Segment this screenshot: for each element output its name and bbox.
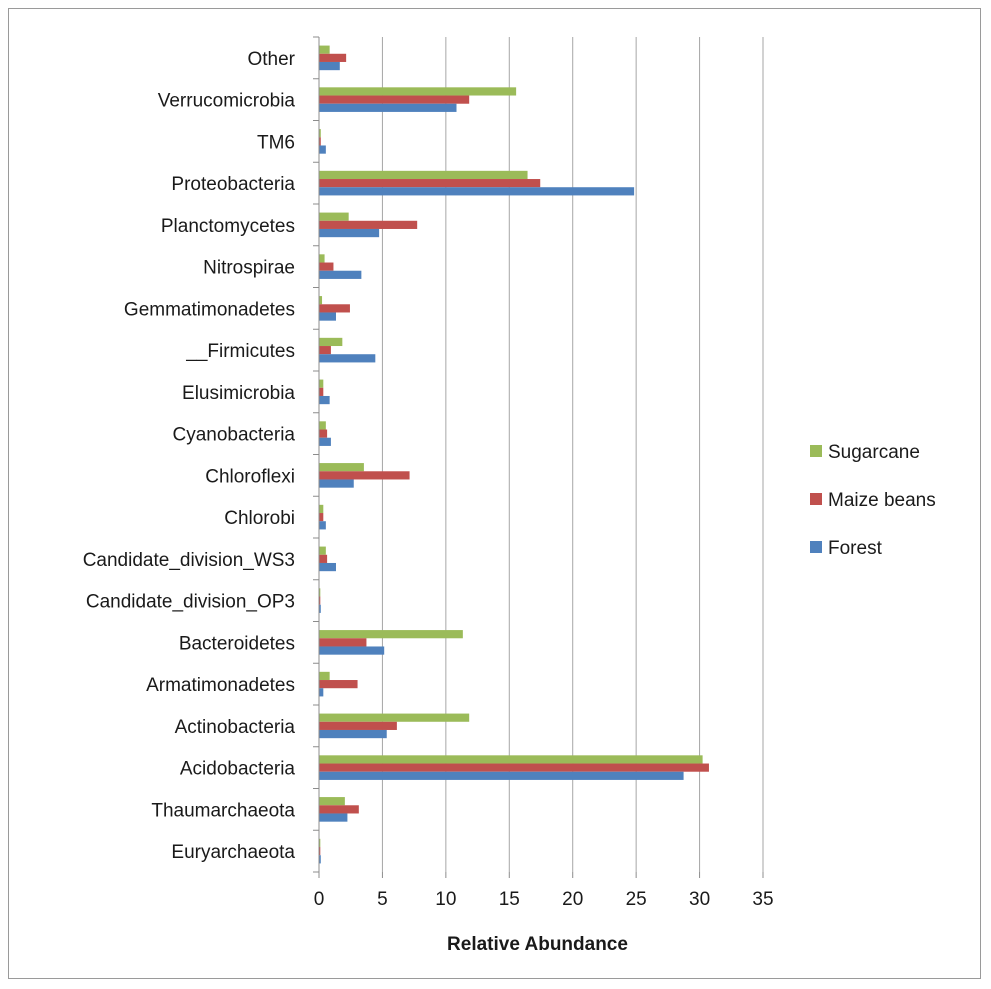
category-label: Cyanobacteria [172,425,295,446]
bar-forest [319,437,331,446]
bar-sugarcane [319,296,323,305]
legend-label: Sugarcane [828,442,920,463]
category-label: Gemmatimonadetes [124,299,295,320]
bar-forest [319,103,457,112]
bar-maize-beans [319,805,359,814]
bar-maize-beans [319,137,321,146]
category-label: Planctomycetes [161,216,295,237]
bar-sugarcane [319,129,321,138]
x-tick-label: 25 [626,889,647,910]
bar-maize-beans [319,220,418,229]
bar-maize-beans [319,429,328,438]
bar-maize-beans [319,387,324,396]
category-label: TM6 [257,132,295,153]
bar-sugarcane [319,546,326,555]
bar-forest [319,646,385,655]
category-label: Bacteroidetes [179,633,295,654]
category-label: Euryarchaeota [171,842,295,863]
bar-maize-beans [319,596,321,605]
category-label: Chlorobi [224,508,295,529]
bar-sugarcane [319,504,324,514]
category-label: Actinobacteria [175,717,296,738]
bar-maize-beans [319,179,541,188]
bar-forest [319,562,336,572]
bar-forest [319,228,380,238]
bar-sugarcane [319,212,349,221]
bar-forest [319,604,321,613]
bar-maize-beans [319,554,328,563]
bar-sugarcane [319,421,326,430]
x-tick-label: 20 [562,889,583,910]
bar-maize-beans [319,638,367,647]
bar-sugarcane [319,463,364,472]
x-tick-label: 35 [752,889,773,910]
bar-sugarcane [319,755,703,764]
bar-sugarcane [319,337,343,347]
bar-forest [319,61,340,71]
x-axis-title: Relative Abundance [447,934,628,955]
category-label: Candidate_division_WS3 [83,550,295,571]
bar-maize-beans [319,721,397,730]
bar-sugarcane [319,713,470,722]
bar-sugarcane [319,588,321,597]
x-tick-label: 30 [689,889,710,910]
x-tick-label: 0 [314,889,325,910]
bar-forest [319,270,362,279]
category-label: __Firmicutes [185,341,295,362]
legend-swatch [810,493,822,505]
category-label: Proteobacteria [171,174,295,195]
bar-sugarcane [319,671,330,681]
category-label: Verrucomicrobia [158,91,296,112]
bar-forest [319,771,684,780]
category-label: Nitrospirae [203,258,295,279]
bar-forest [319,855,321,864]
bar-sugarcane [319,254,325,263]
legend-swatch [810,445,822,457]
legend-label: Forest [828,538,883,559]
bar-maize-beans [319,513,324,522]
bar-forest [319,395,330,405]
bar-forest [319,187,635,196]
bar-sugarcane [319,87,517,96]
x-tick-label: 10 [435,889,456,910]
bar-forest [319,729,387,739]
bar-maize-beans [319,847,321,856]
bar-maize-beans [319,304,350,313]
bar-sugarcane [319,170,528,180]
bar-forest [319,813,348,822]
bar-forest [319,521,326,530]
category-label: Thaumarchaeota [151,800,295,821]
bar-maize-beans [319,471,410,480]
bar-forest [319,145,326,154]
category-label: Elusimicrobia [182,383,295,404]
x-tick-label: 15 [499,889,520,910]
bar-sugarcane [319,630,463,639]
bar-maize-beans [319,680,358,689]
bar-maize-beans [319,346,331,355]
bar-maize-beans [319,262,334,271]
bar-forest [319,479,354,488]
legend-label: Maize beans [828,490,936,511]
bar-sugarcane [319,838,321,848]
bar-maize-beans [319,95,470,104]
category-label: Armatimonadetes [146,675,295,696]
category-label: Chloroflexi [205,466,295,487]
bar-sugarcane [319,45,330,54]
bar-forest [319,354,376,363]
category-label: Candidate_division_OP3 [86,592,295,613]
bar-sugarcane [319,797,345,806]
bar-maize-beans [319,763,709,772]
category-label: Acidobacteria [180,759,296,780]
bar-forest [319,688,324,697]
bar-forest [319,312,336,321]
bar-sugarcane [319,379,324,388]
category-label: Other [247,49,295,70]
bar-maize-beans [319,53,347,62]
legend-swatch [810,541,822,553]
x-tick-label: 5 [377,889,388,910]
